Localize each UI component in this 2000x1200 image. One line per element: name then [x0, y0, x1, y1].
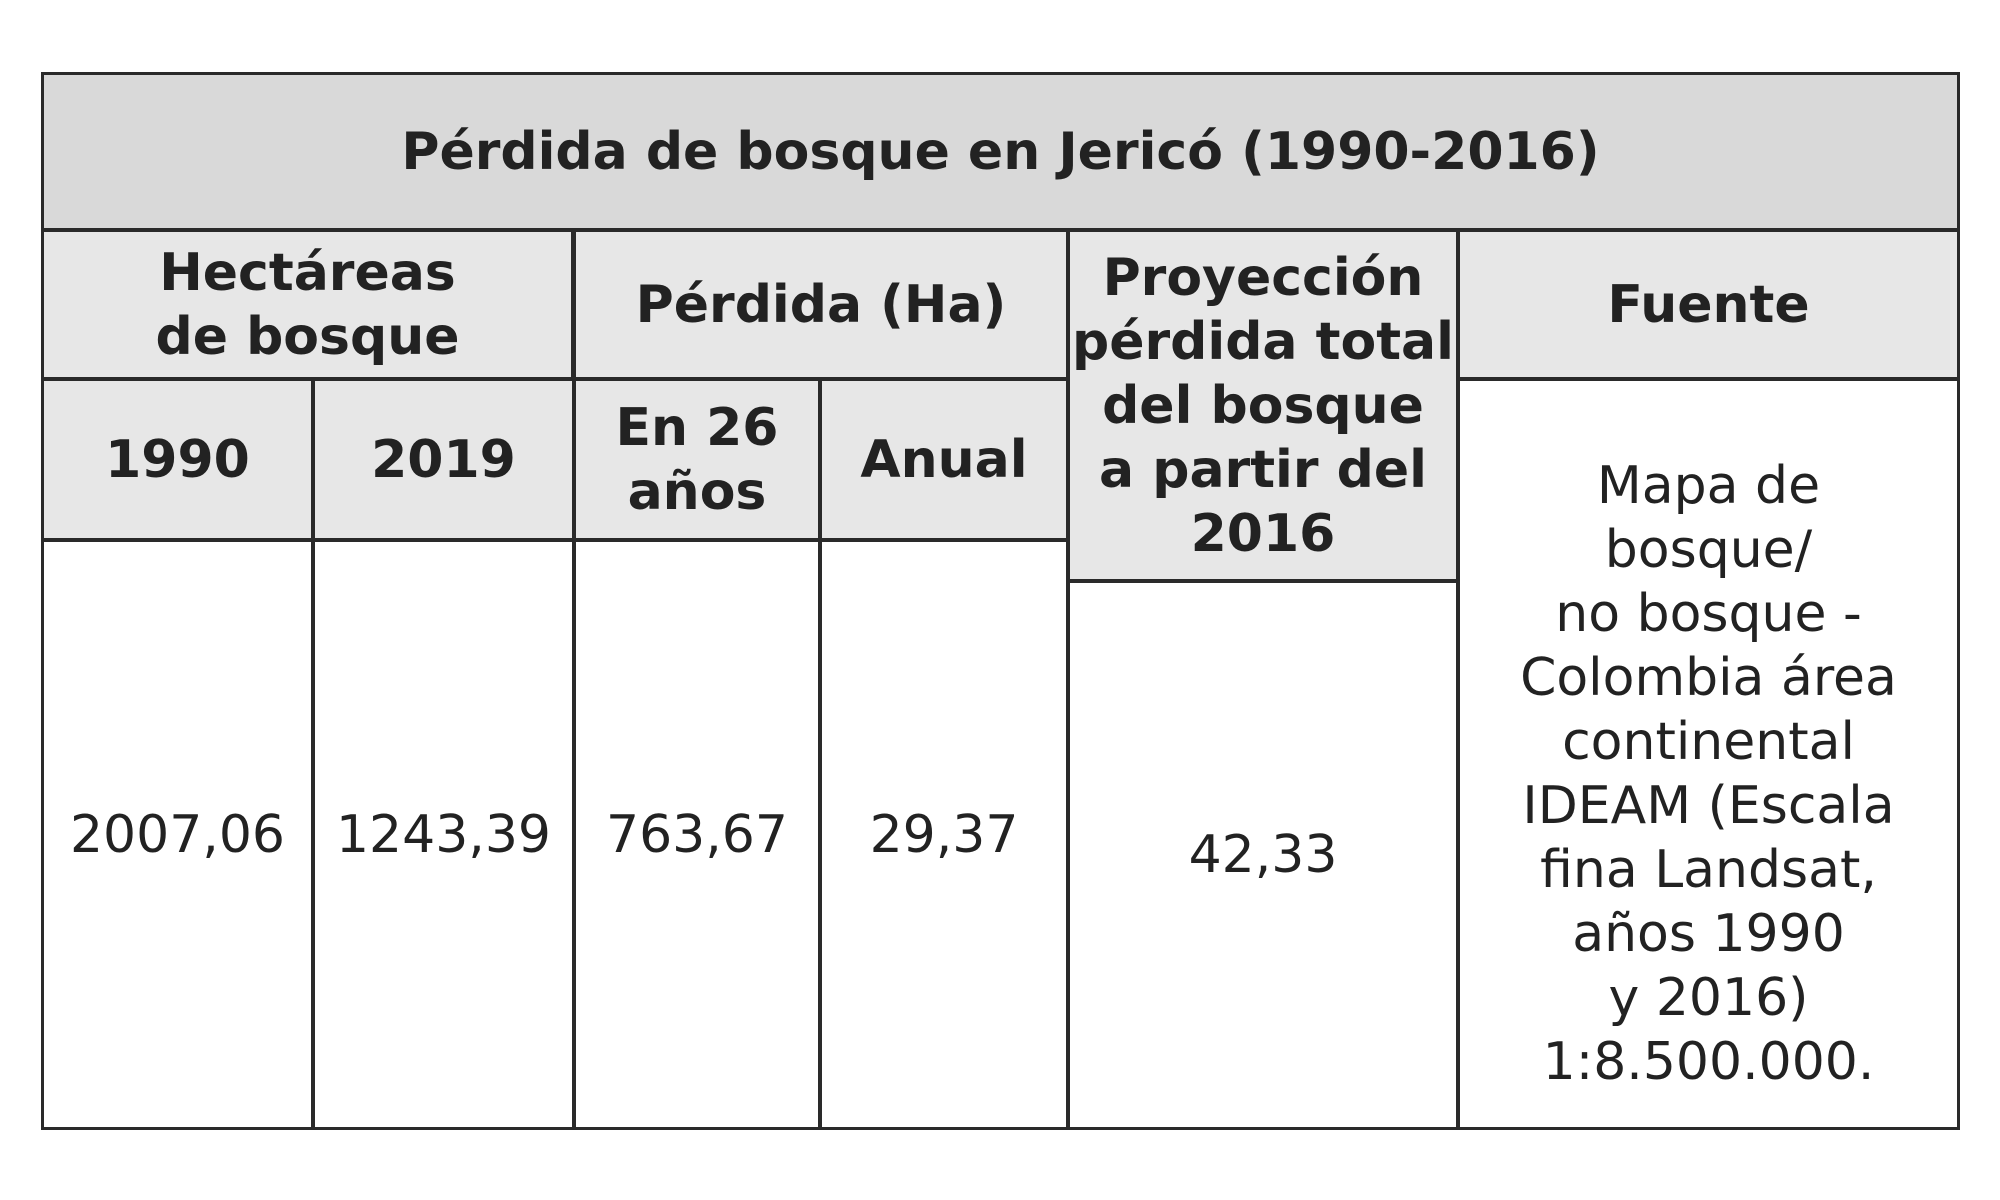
header-cell: Fuente [1457, 229, 1960, 380]
title: Pérdida de bosque en Jericó (1990-2016) [401, 121, 1600, 182]
title-cell: Pérdida de bosque en Jericó (1990-2016) [41, 72, 1960, 231]
subheader: años [627, 461, 767, 522]
data-cell: 2007,06 [41, 539, 314, 1130]
value: 42,33 [1188, 825, 1338, 885]
subheader: En 26 [615, 397, 779, 458]
header: 2016 [1190, 503, 1336, 564]
header: Proyección [1102, 247, 1424, 308]
value: 2007,06 [69, 804, 286, 865]
source-line: 1:8.500.000. [1542, 1032, 1875, 1092]
header: Pérdida (Ha) [635, 274, 1007, 335]
source-cell: Mapa de bosque/no bosque - Colombia área co… [1457, 378, 1960, 1130]
data-cell: 1243,39 [312, 539, 575, 1130]
value: 29,37 [869, 804, 1019, 865]
data-cell: 29,37 [819, 539, 1069, 1130]
source-line: no bosque - [1555, 584, 1862, 644]
value: 763,67 [606, 804, 788, 865]
value: 1243,39 [335, 804, 552, 865]
header: del bosque [1102, 375, 1424, 436]
subheader-cell: 2019 [312, 378, 575, 541]
subheader: 1990 [105, 429, 250, 490]
header: Hectáreas [159, 242, 456, 303]
header-cell: Hectáreas de bosque [41, 229, 574, 380]
header: Fuente [1607, 274, 1810, 335]
source-line: años 1990 [1572, 904, 1845, 964]
source-line: y 2016) [1608, 968, 1809, 1028]
data-cell: 763,67 [573, 539, 821, 1130]
header: pérdida total [1072, 311, 1454, 372]
source-line: IDEAM (Escala [1522, 776, 1895, 836]
source-line: Mapa de [1596, 456, 1821, 516]
source-line: Colombia área [1520, 648, 1897, 708]
header-cell: Pérdida (Ha) [573, 229, 1069, 380]
header: a partir del [1099, 439, 1427, 500]
subheader-cell: 1990 [41, 378, 314, 541]
subheader: 2019 [371, 429, 516, 490]
header-cell: Proyección pérdida total del bosque a parti… [1067, 229, 1459, 582]
source-line: fina Landsat, [1540, 840, 1877, 900]
subheader-cell: En 26 años [573, 378, 821, 541]
data-cell: 42,33 [1067, 580, 1459, 1130]
source-line: bosque/ [1604, 520, 1813, 580]
header: de bosque [155, 306, 460, 367]
subheader-cell: Anual [819, 378, 1069, 541]
source-line: continental [1562, 712, 1855, 772]
subheader: Anual [860, 429, 1028, 490]
